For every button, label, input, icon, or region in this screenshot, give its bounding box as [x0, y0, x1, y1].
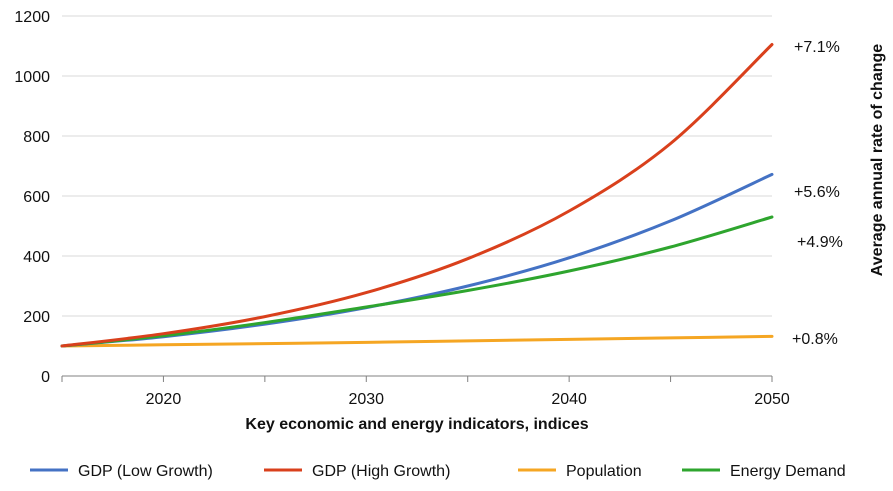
y-tick-label: 0: [41, 369, 50, 386]
rate-annotation: +0.8%: [792, 331, 838, 348]
axes: [61, 375, 773, 382]
legend-item: GDP (Low Growth): [30, 463, 213, 480]
series-line: [60, 172, 774, 348]
series-line: [60, 43, 774, 348]
grid-lines: [62, 15, 772, 317]
legend-label: Population: [566, 463, 642, 480]
y-tick-label: 400: [23, 249, 50, 266]
right-axis-title: Average annual rate of change: [869, 44, 886, 276]
rate-annotation: +5.6%: [794, 184, 840, 201]
x-axis-title: Key economic and energy indicators, indi…: [245, 416, 588, 433]
x-tick-label: 2030: [348, 391, 384, 408]
y-tick-label: 200: [23, 309, 50, 326]
series-lines: [60, 43, 774, 348]
y-tick-label: 600: [23, 189, 50, 206]
rate-annotation: +4.9%: [797, 234, 843, 251]
y-tick-label: 1200: [14, 9, 50, 26]
series-line: [60, 215, 774, 348]
rate-annotations: +5.6% +7.1% +0.8% +4.9%: [792, 39, 843, 348]
series-line: [60, 334, 774, 348]
legend-label: GDP (High Growth): [312, 463, 450, 480]
y-tick-label: 1000: [14, 69, 50, 86]
legend-item: GDP (High Growth): [264, 463, 450, 480]
y-tick-labels: 0 200 400 600 800 1000 1200: [14, 9, 50, 386]
legend-item: Population: [518, 463, 642, 480]
legend: GDP (Low Growth) GDP (High Growth) Populat…: [30, 463, 846, 480]
legend-label: Energy Demand: [730, 463, 846, 480]
rate-annotation: +7.1%: [794, 39, 840, 56]
x-tick-label: 2020: [146, 391, 182, 408]
x-tick-label: 2040: [551, 391, 587, 408]
x-tick-label: 2050: [754, 391, 790, 408]
legend-item: Energy Demand: [682, 463, 846, 480]
x-tick-labels: 2020 2030 2040 2050: [146, 391, 790, 408]
y-tick-label: 800: [23, 129, 50, 146]
legend-label: GDP (Low Growth): [78, 463, 213, 480]
